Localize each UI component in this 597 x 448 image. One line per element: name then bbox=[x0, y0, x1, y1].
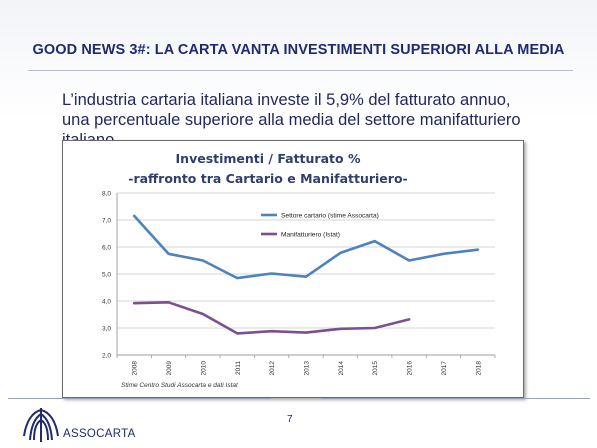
y-tick-label: 7,0 bbox=[102, 218, 111, 225]
chart-panel: Investimenti / Fatturato % -raffronto tr… bbox=[62, 140, 524, 398]
series-line-1 bbox=[132, 214, 480, 280]
title-divider bbox=[28, 70, 573, 71]
intro-line-1: L’industria cartaria italiana investe il… bbox=[62, 91, 511, 109]
legend-label-2: Manifatturiero (Istat) bbox=[281, 232, 340, 239]
logo-wordmark: ASSOCARTA bbox=[63, 428, 136, 440]
logo-emblem-icon bbox=[23, 407, 59, 442]
intro-text: L’industria cartaria italiana investe il… bbox=[62, 90, 542, 146]
y-tick-label: 3,0 bbox=[102, 326, 111, 333]
intro-line-2: una percentuale superiore alla media del… bbox=[62, 111, 521, 129]
y-tick-label: 5,0 bbox=[102, 272, 111, 279]
footer-divider-left bbox=[8, 398, 271, 399]
slide-title: GOOD NEWS 3#: LA CARTA VANTA INVESTIMENT… bbox=[32, 42, 565, 58]
x-tick-label: 2013 bbox=[304, 361, 311, 376]
x-tick-label: 2016 bbox=[407, 361, 414, 376]
x-tick-label: 2014 bbox=[338, 361, 345, 376]
x-tick-label: 2010 bbox=[200, 361, 207, 376]
x-tick-label: 2011 bbox=[235, 361, 242, 375]
chart-title-line-1: Investimenti / Fatturato % bbox=[176, 151, 361, 166]
chart-source-note: Stime Centro Studi Assocarta e dati Ista… bbox=[121, 382, 239, 389]
page-number: 7 bbox=[287, 414, 293, 425]
y-tick-label: 4,0 bbox=[102, 299, 111, 306]
x-tick-label: 2012 bbox=[269, 361, 276, 376]
x-tick-label: 2017 bbox=[441, 361, 448, 376]
y-tick-label: 8,0 bbox=[102, 191, 111, 198]
y-tick-label: 6,0 bbox=[102, 245, 111, 252]
series-lines bbox=[132, 214, 480, 335]
x-tick-label: 2008 bbox=[132, 361, 139, 376]
chart-title-line-2: -raffronto tra Cartario e Manifatturiero… bbox=[128, 171, 407, 186]
associazione-logo bbox=[22, 404, 60, 444]
x-tick-label: 2009 bbox=[166, 361, 173, 376]
legend: Settore cartario (stime Assocarta) Manifa… bbox=[261, 213, 379, 239]
series-line-2 bbox=[132, 301, 411, 335]
x-tick-label: 2015 bbox=[372, 361, 379, 376]
y-tick-label: 2,0 bbox=[102, 353, 111, 360]
legend-label-1: Settore cartario (stime Assocarta) bbox=[281, 213, 379, 220]
footer-divider-right bbox=[322, 398, 590, 399]
axes: 8,0 7,0 6,0 5,0 4,0 3,0 2,0 2008 2009 2010 2011 201… bbox=[102, 191, 496, 376]
x-tick-label: 2018 bbox=[475, 361, 482, 376]
line-chart: Investimenti / Fatturato % -raffronto tr… bbox=[102, 151, 496, 389]
